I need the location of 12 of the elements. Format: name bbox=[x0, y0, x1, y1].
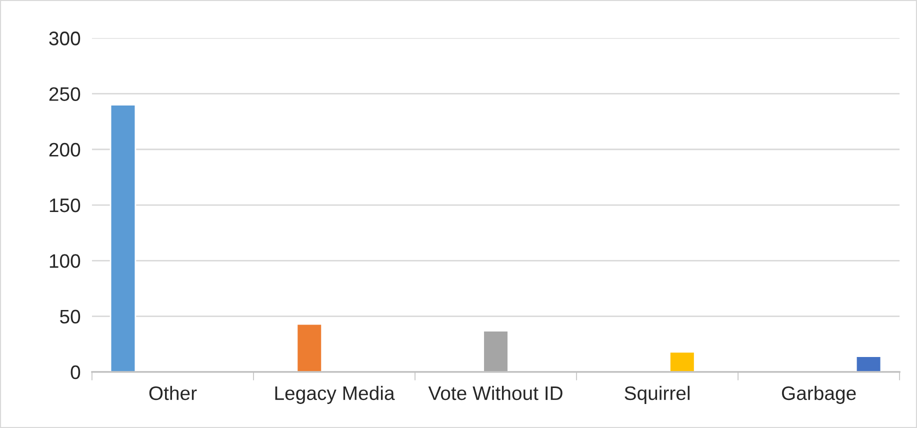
x-tick-label: Squirrel bbox=[624, 386, 690, 404]
y-tick-label: 50 bbox=[60, 310, 80, 324]
y-tick-label: 200 bbox=[49, 142, 80, 157]
y-tick-label: 150 bbox=[50, 198, 80, 212]
x-tick-label: Garbage bbox=[782, 386, 856, 404]
x-tick-label: Vote Without ID bbox=[428, 386, 562, 400]
x-tick-label: Legacy Media bbox=[275, 386, 395, 404]
y-tick-label: 100 bbox=[50, 254, 80, 268]
y-tick-label: 300 bbox=[49, 32, 80, 46]
y-tick-label: 250 bbox=[49, 87, 80, 101]
x-tick-label: Other bbox=[149, 386, 197, 400]
y-tick-label: 0 bbox=[70, 365, 80, 380]
